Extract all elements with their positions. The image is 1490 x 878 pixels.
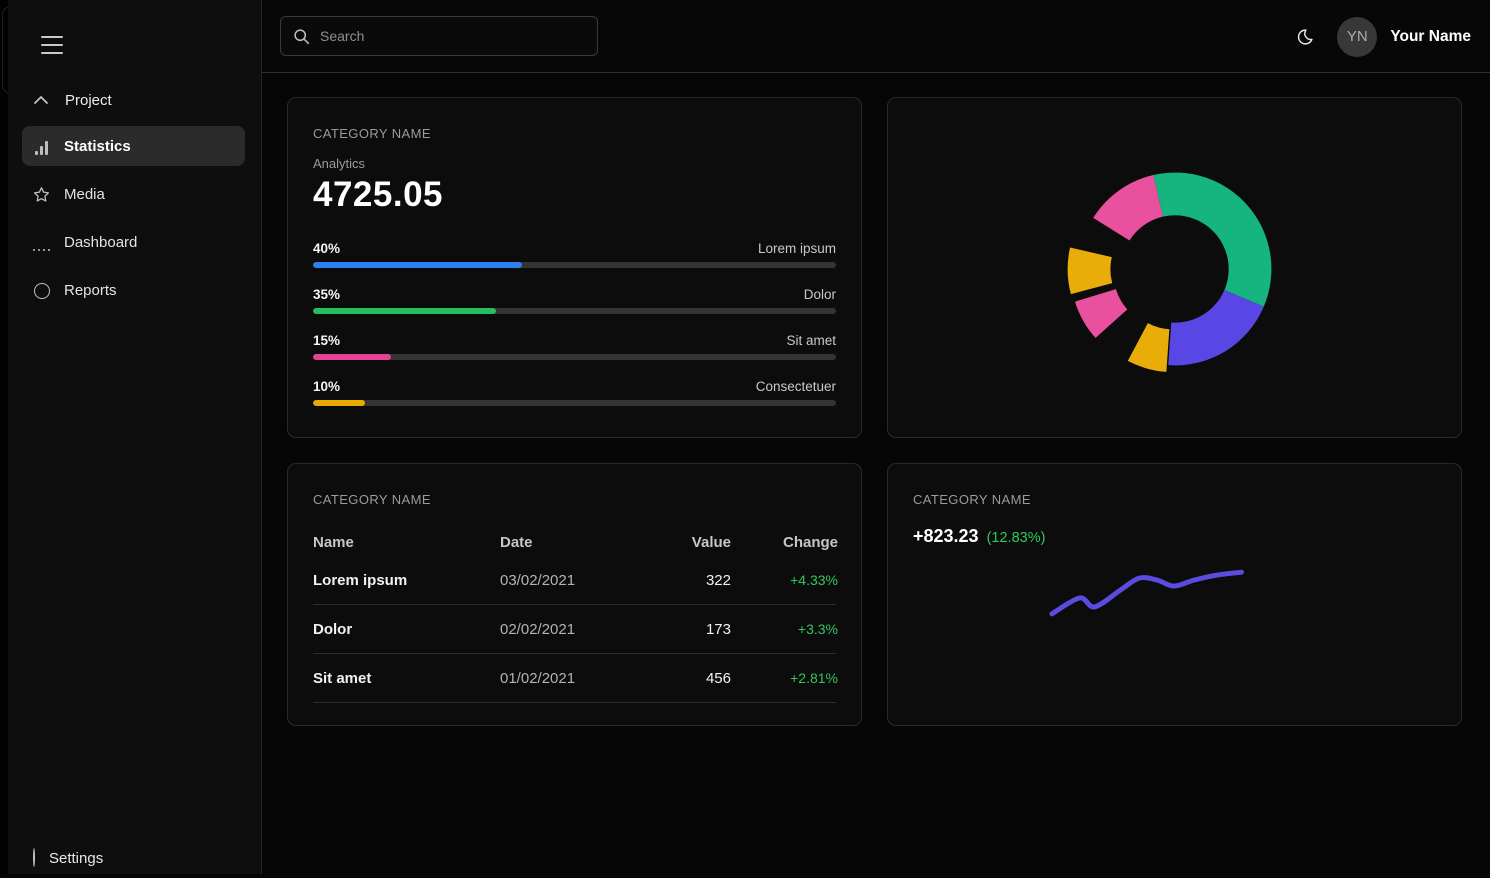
- sidebar: Project Statistics Media Dashboard R: [8, 0, 262, 874]
- progress-track: [313, 354, 836, 360]
- donut-segment: [1067, 247, 1113, 295]
- trend-change: (12.83%): [986, 530, 1046, 546]
- cell-name: Lorem ipsum: [313, 571, 408, 589]
- sidebar-item-label: Media: [64, 185, 105, 203]
- progress-row: 40% Lorem ipsum: [313, 241, 836, 268]
- cell-date: 01/02/2021: [500, 669, 576, 687]
- table-row[interactable]: Lorem ipsum 03/02/2021 322 +4.33%: [313, 556, 838, 605]
- sidebar-item-label: Settings: [49, 849, 104, 867]
- sidebar-item-media[interactable]: Media: [22, 174, 245, 214]
- trend-line: [1049, 569, 1244, 617]
- avatar[interactable]: YN: [1337, 16, 1378, 57]
- window-left-edge: [0, 0, 25, 874]
- table-header-row: Name Date Value Change: [313, 529, 838, 556]
- donut-segment: [1093, 175, 1163, 241]
- progress-percent: 10%: [313, 379, 341, 394]
- progress-fill: [313, 400, 366, 406]
- sidebar-item-dashboard[interactable]: Dashboard: [22, 222, 245, 262]
- progress-track: [313, 308, 836, 314]
- sidebar-item-statistics[interactable]: Statistics: [22, 126, 245, 166]
- progress-track: [313, 400, 836, 406]
- menu-toggle-button[interactable]: [41, 36, 63, 54]
- cell-name: Dolor: [313, 620, 353, 638]
- star-icon: [33, 186, 50, 203]
- cell-change: +2.81%: [790, 670, 838, 686]
- donut-chart: [1067, 172, 1272, 372]
- sidebar-item-settings[interactable]: Settings: [22, 838, 245, 878]
- search-icon: [294, 28, 310, 44]
- theme-toggle-button[interactable]: [1294, 26, 1316, 48]
- sidebar-item-reports[interactable]: Reports: [22, 270, 245, 310]
- sidebar-group-project[interactable]: Project: [8, 82, 261, 118]
- sidebar-item-label: Statistics: [64, 137, 131, 155]
- table-header-change: Change: [782, 534, 838, 551]
- sidebar-item-label: Reports: [64, 281, 117, 299]
- progress-bars: 40% Lorem ipsum 35% Dolor 15% Sit amet 1…: [313, 241, 836, 406]
- data-table: Name Date Value Change Lorem ipsum 03/02…: [313, 529, 838, 703]
- progress-percent: 35%: [313, 287, 341, 302]
- cell-value: 456: [705, 669, 731, 687]
- bar-chart-icon: [33, 138, 50, 155]
- progress-track: [313, 262, 836, 268]
- progress-fill: [313, 308, 497, 314]
- progress-label: Dolor: [803, 287, 836, 302]
- table-header-date: Date: [500, 534, 533, 551]
- circle-icon: [33, 282, 50, 299]
- progress-label: Consectetuer: [755, 379, 836, 394]
- sidebar-item-label: Dashboard: [64, 233, 138, 251]
- search-box[interactable]: [280, 16, 598, 56]
- table-row[interactable]: Sit amet 01/02/2021 456 +2.81%: [313, 654, 838, 703]
- user-cluster: YN Your Name: [1294, 0, 1471, 73]
- grid-icon: [33, 234, 50, 251]
- card-category-label: CATEGORY NAME: [913, 492, 1031, 507]
- progress-label: Lorem ipsum: [757, 241, 836, 256]
- table-header-name: Name: [313, 534, 354, 551]
- trend-value: +823.23: [913, 526, 979, 546]
- cell-change: +4.33%: [790, 572, 838, 588]
- cell-value: 322: [705, 571, 731, 589]
- progress-percent: 40%: [313, 241, 341, 256]
- cell-change: +3.3%: [797, 621, 838, 637]
- cell-value: 173: [705, 620, 731, 638]
- donut-segment: [1127, 323, 1170, 372]
- sidebar-nav: Project Statistics Media Dashboard R: [8, 82, 261, 310]
- search-input[interactable]: [320, 28, 585, 44]
- progress-percent: 15%: [313, 333, 341, 348]
- progress-label: Sit amet: [786, 333, 836, 348]
- progress-row: 15% Sit amet: [313, 333, 836, 360]
- progress-row: 35% Dolor: [313, 287, 836, 314]
- card-category-label: CATEGORY NAME: [313, 126, 431, 141]
- user-name: Your Name: [1390, 27, 1471, 45]
- trend-card: CATEGORY NAME +823.23 (12.83%): [887, 463, 1462, 726]
- avatar-initials: YN: [1346, 28, 1368, 45]
- donut-chart-card: [887, 97, 1462, 438]
- donut-segment: [1168, 289, 1264, 366]
- progress-fill: [313, 354, 392, 360]
- cell-date: 03/02/2021: [500, 571, 576, 589]
- progress-row: 10% Consectetuer: [313, 379, 836, 406]
- analytics-card: CATEGORY NAME Analytics 4725.05 40% Lore…: [287, 97, 862, 438]
- cell-name: Sit amet: [313, 669, 372, 687]
- circle-icon: [33, 848, 35, 867]
- table-header-value: Value: [691, 534, 731, 551]
- line-chart: [1049, 569, 1244, 617]
- donut-segment: [1074, 289, 1128, 338]
- topbar: YN Your Name: [262, 0, 1490, 73]
- donut-segment: [1153, 172, 1272, 307]
- analytics-subtitle: Analytics: [313, 156, 366, 171]
- analytics-value: 4725.05: [313, 175, 444, 214]
- cell-date: 02/02/2021: [500, 620, 576, 638]
- table-card: CATEGORY NAME Name Date Value Change Lor…: [287, 463, 862, 726]
- table-row[interactable]: Dolor 02/02/2021 173 +3.3%: [313, 605, 838, 654]
- sidebar-group-label: Project: [65, 91, 112, 109]
- moon-icon: [1298, 28, 1313, 45]
- progress-fill: [313, 262, 523, 268]
- chevron-up-icon: [34, 96, 48, 104]
- card-category-label: CATEGORY NAME: [313, 492, 431, 507]
